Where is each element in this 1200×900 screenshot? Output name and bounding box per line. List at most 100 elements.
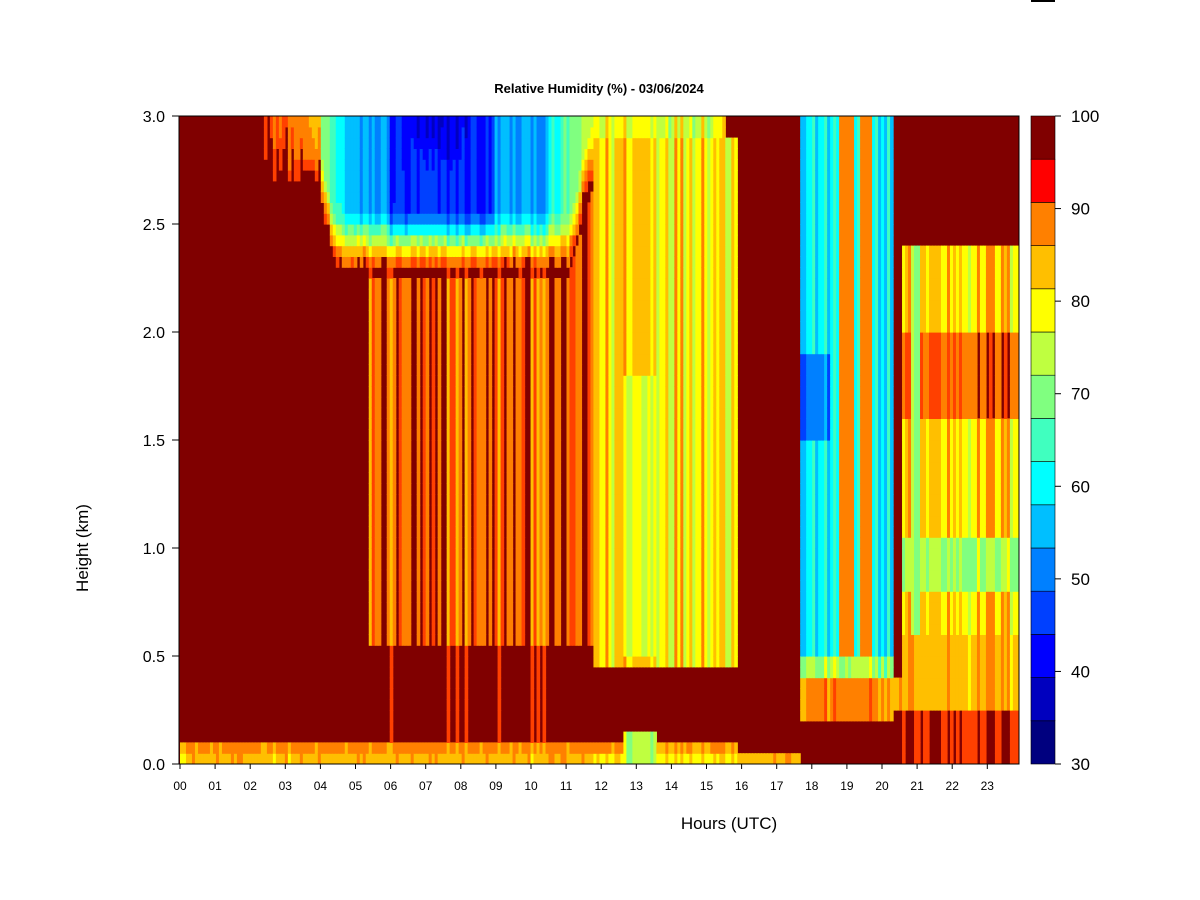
heatmap-cell [209, 742, 214, 754]
heatmap-cell [350, 148, 355, 160]
heatmap-cell [371, 321, 376, 333]
heatmap-cell [281, 753, 286, 764]
heatmap-cell [299, 753, 304, 764]
heatmap-cell [596, 645, 601, 657]
heatmap-cell [275, 742, 280, 754]
heatmap-cell [590, 288, 595, 301]
heatmap-cell [578, 440, 583, 452]
heatmap-cell [464, 515, 469, 527]
heatmap-cell [512, 234, 517, 247]
heatmap-cell [311, 137, 316, 149]
heatmap-cell [407, 494, 412, 506]
heatmap-cell [533, 494, 538, 506]
heatmap-cell [566, 612, 571, 625]
heatmap-cell [416, 591, 421, 603]
heatmap-cell [557, 148, 562, 160]
heatmap-cell [350, 170, 355, 182]
heatmap-cell [533, 440, 538, 452]
heatmap-cell [443, 191, 448, 203]
heatmap-cell [539, 494, 544, 506]
heatmap-cell [452, 753, 457, 764]
heatmap-cell [452, 537, 457, 549]
heatmap-cell [506, 634, 511, 646]
heatmap-cell [545, 310, 550, 322]
heatmap-cell [482, 591, 487, 603]
heatmap-cell [443, 256, 448, 268]
heatmap-cell [536, 310, 541, 322]
heatmap-cell [521, 407, 526, 419]
heatmap-cell [593, 429, 598, 441]
heatmap-cell [449, 515, 454, 527]
heatmap-cell [371, 623, 376, 635]
heatmap-cell [371, 159, 376, 171]
heatmap-cell [455, 591, 460, 603]
heatmap-cell [404, 753, 409, 764]
heatmap-cell [392, 450, 397, 463]
heatmap-cell [368, 612, 373, 625]
heatmap-cell [248, 753, 253, 764]
heatmap-cell [428, 126, 433, 139]
heatmap-cell [362, 224, 367, 236]
heatmap-cell [272, 159, 277, 171]
heatmap-cell [374, 548, 379, 560]
heatmap-cell [551, 202, 556, 214]
heatmap-cell [509, 126, 514, 139]
heatmap-cell [251, 742, 256, 754]
heatmap-cell [548, 234, 553, 247]
heatmap-cell [404, 234, 409, 247]
heatmap-cell [467, 170, 472, 182]
heatmap-cell [539, 537, 544, 549]
heatmap-cell [371, 634, 376, 646]
heatmap-cell [467, 321, 472, 333]
heatmap-cell [506, 170, 511, 182]
heatmap-cell [503, 191, 508, 203]
heatmap-cell [467, 537, 472, 549]
heatmap-cell [473, 450, 478, 463]
heatmap-cell [545, 321, 550, 333]
heatmap-cell [488, 364, 493, 376]
heatmap-cell [572, 375, 577, 387]
heatmap-cell [572, 591, 577, 603]
heatmap-cell [407, 558, 412, 571]
heatmap-cell [572, 299, 577, 311]
heatmap-cell [338, 234, 343, 247]
heatmap-cell [521, 483, 526, 495]
heatmap-cell [482, 245, 487, 257]
heatmap-cell [467, 569, 472, 581]
heatmap-cell [569, 234, 574, 247]
heatmap-cell [389, 666, 394, 679]
heatmap-cell [539, 342, 544, 355]
heatmap-cell [479, 537, 484, 549]
heatmap-cell [536, 137, 541, 149]
heatmap-cell [314, 126, 319, 139]
heatmap-cell [596, 558, 601, 571]
heatmap-cell [578, 288, 583, 301]
heatmap-cell [416, 440, 421, 452]
heatmap-cell [452, 234, 457, 247]
heatmap-cell [470, 137, 475, 149]
heatmap-cell [470, 234, 475, 247]
heatmap-cell [488, 440, 493, 452]
heatmap-cell [476, 342, 481, 355]
heatmap-cell [356, 224, 361, 236]
heatmap-cell [494, 148, 499, 160]
heatmap-cell [485, 256, 490, 268]
heatmap-cell [500, 450, 505, 463]
heatmap-cell [542, 677, 547, 689]
heatmap-cell [590, 137, 595, 149]
heatmap-cell [488, 548, 493, 560]
heatmap-cell [572, 742, 577, 754]
heatmap-cell [590, 591, 595, 603]
heatmap-cell [482, 278, 487, 290]
heatmap-cell [479, 126, 484, 139]
heatmap-cell [515, 634, 520, 646]
heatmap-cell [587, 332, 592, 344]
heatmap-cell [455, 472, 460, 484]
heatmap-cell [464, 180, 469, 193]
heatmap-cell [437, 612, 442, 625]
heatmap-cell [476, 126, 481, 139]
heatmap-cell [569, 440, 574, 452]
heatmap-cell [473, 569, 478, 581]
heatmap-cell [180, 753, 184, 764]
heatmap-cell [395, 137, 400, 149]
